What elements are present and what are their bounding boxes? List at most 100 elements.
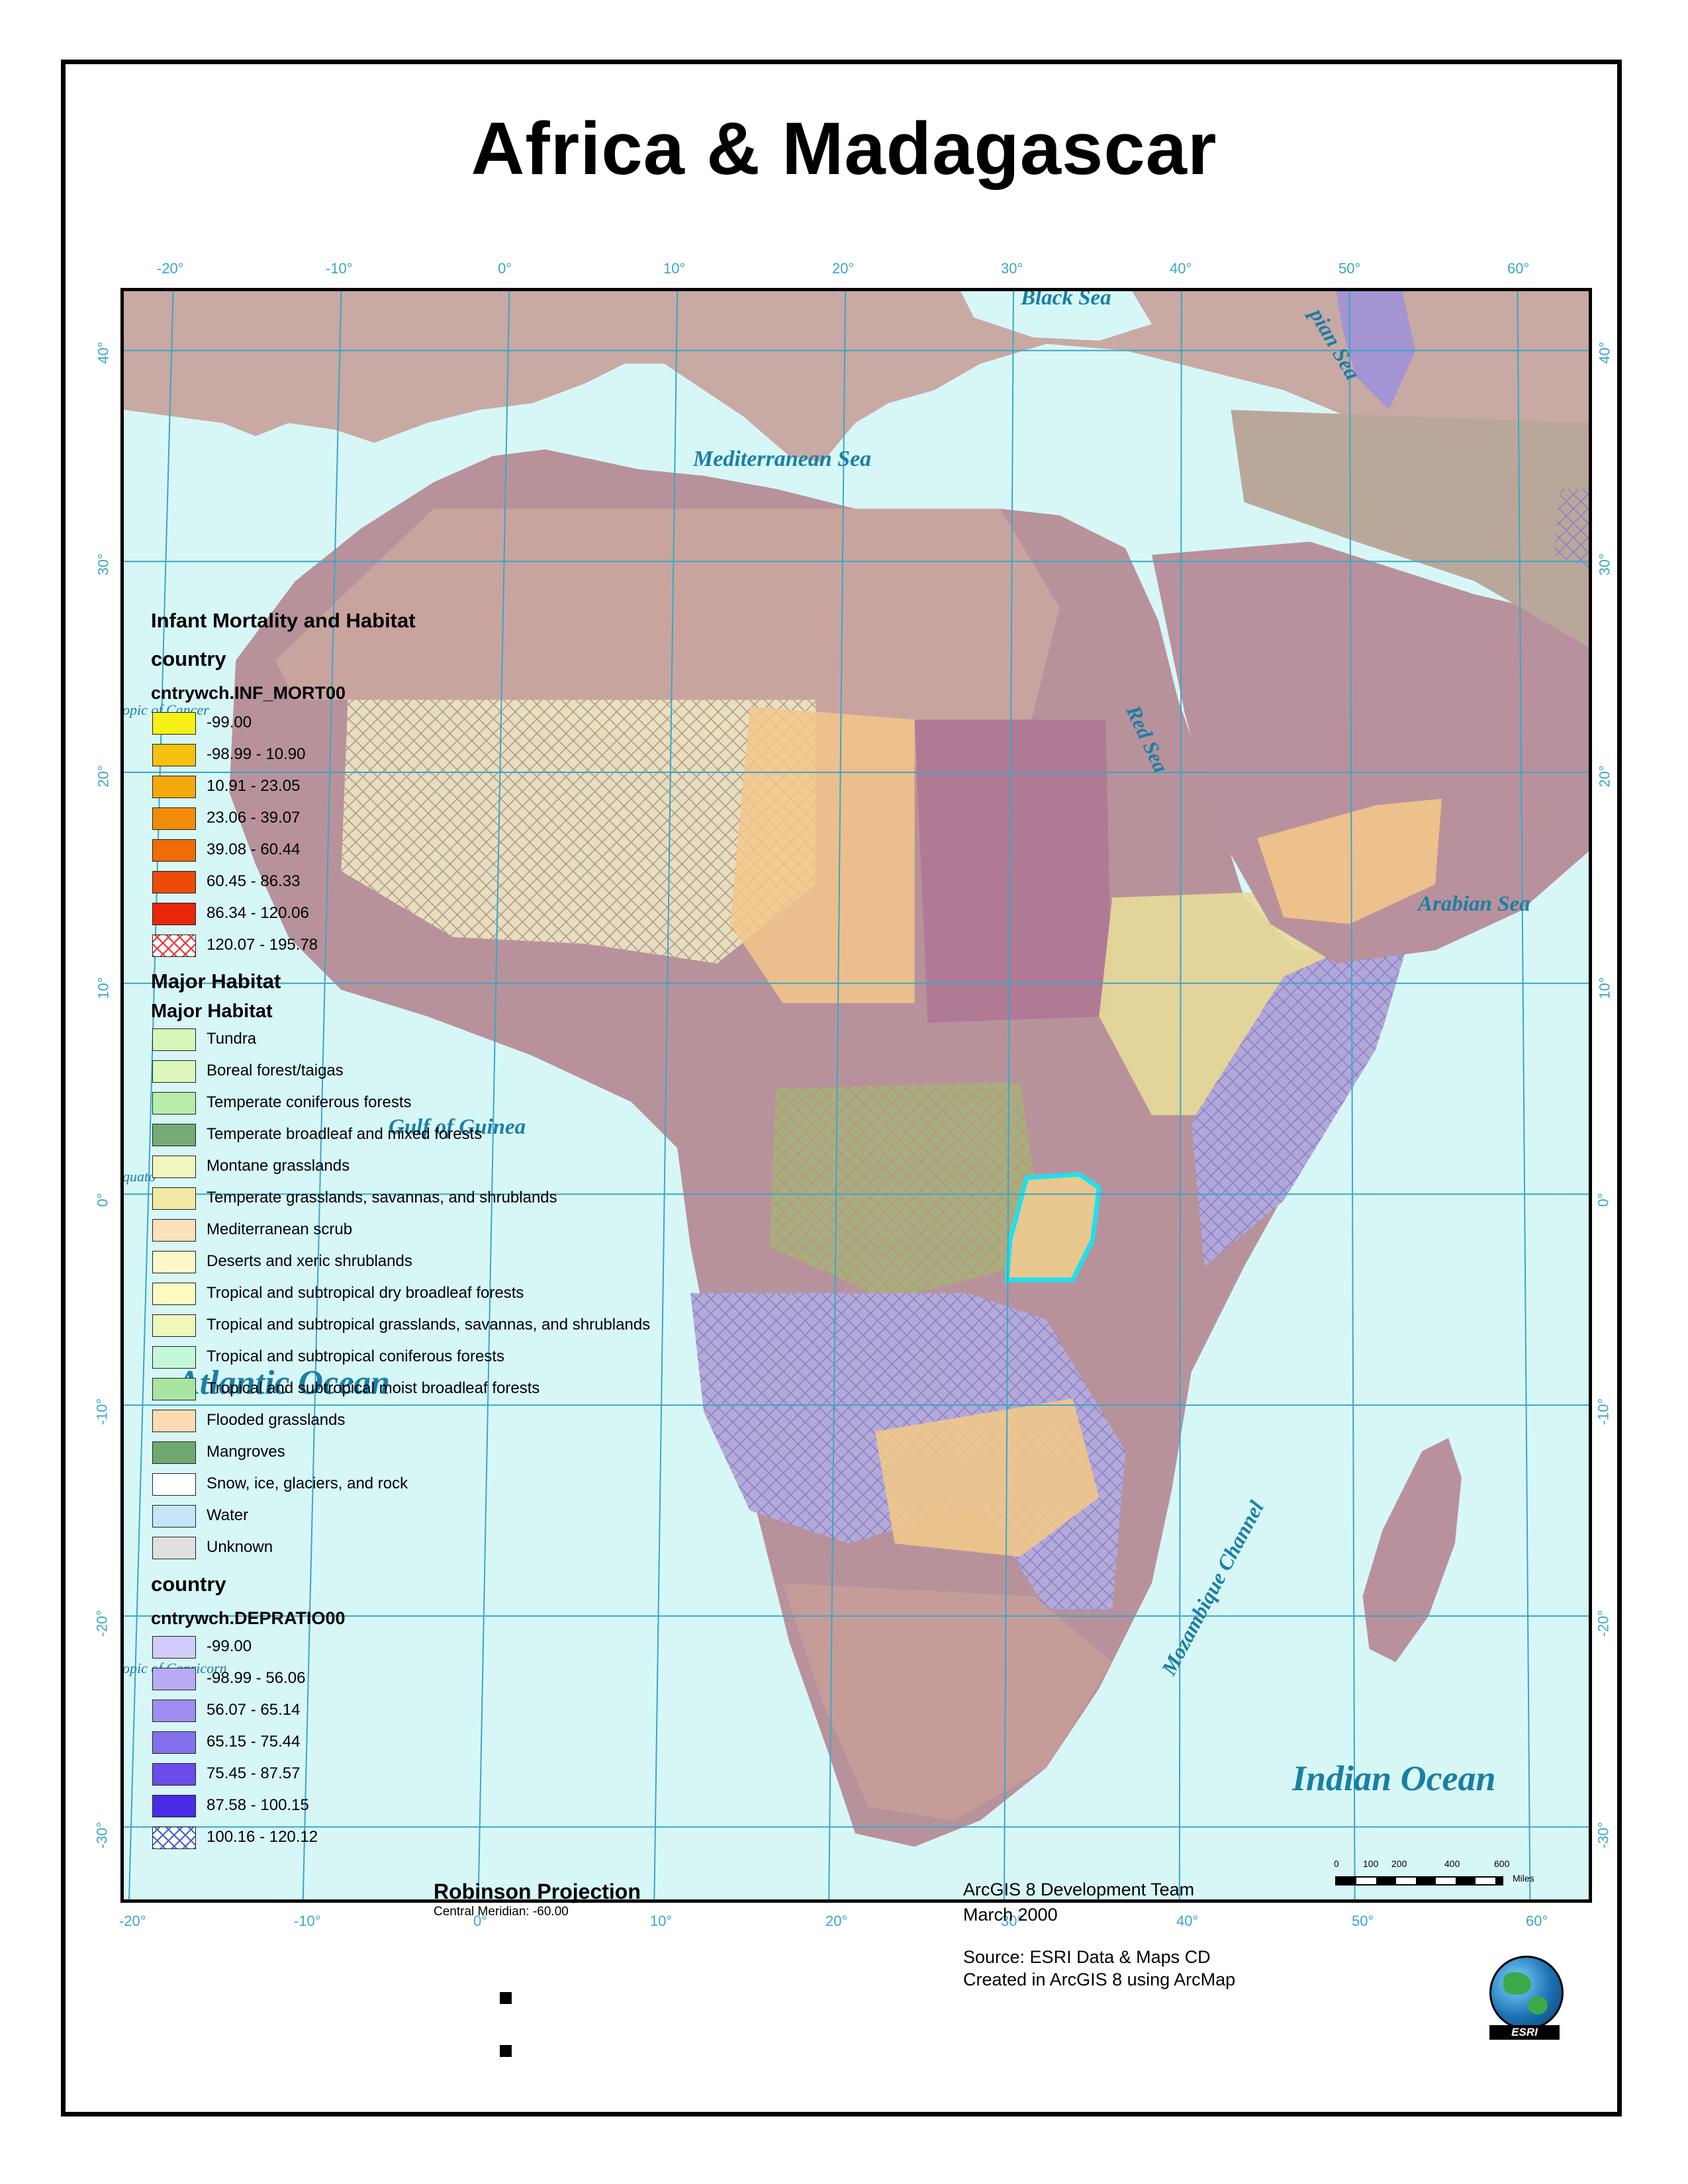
legend-swatch: [152, 934, 196, 957]
lon-bottom-label: 40°: [1176, 1913, 1199, 1929]
lon-top-label: 40°: [1170, 260, 1192, 277]
gulf-of-guinea-label: Gulf of Guinea: [389, 1115, 526, 1139]
legend-swatch: [152, 1187, 196, 1210]
legend-label: 23.06 - 39.07: [207, 809, 301, 827]
lon-bottom-label: 30°: [1001, 1913, 1023, 1929]
legend-swatch: [152, 1537, 196, 1559]
zambia-region: [874, 1398, 1100, 1557]
page-frame: [61, 60, 1622, 2116]
legend-swatch: [152, 1378, 196, 1400]
legend-label: Tropical and subtropical coniferous fore…: [207, 1347, 504, 1365]
lat-right-label: 40°: [1596, 341, 1613, 364]
legend-swatch: [152, 871, 196, 893]
lon-bottom-label: 0°: [473, 1913, 488, 1929]
legend-label: Temperate grasslands, savannas, and shru…: [207, 1189, 557, 1206]
lon-top-label: 20°: [832, 260, 855, 277]
graticule: [124, 291, 1589, 1899]
legend-swatch: [152, 1124, 196, 1146]
legend-label: 60.45 - 86.33: [207, 872, 301, 890]
legend-label: Boreal forest/taigas: [207, 1062, 344, 1079]
legend-field-inf-mort: cntrywch.INF_MORT00: [151, 683, 346, 703]
indian-ocean-label: Indian Ocean: [1292, 1758, 1496, 1798]
legend-label: Temperate broadleaf and mixed forests: [207, 1125, 483, 1143]
equator-label: quato: [122, 1168, 156, 1185]
black-sea: [961, 291, 1152, 341]
central-meridian-label: Central Meridian: -60.00: [434, 1905, 569, 1919]
atlantic-ocean-label: Atlantic Ocean: [177, 1364, 391, 1402]
legend-swatch: [152, 1700, 196, 1722]
legend-swatch: [152, 1219, 196, 1242]
legend-swatch: [152, 712, 196, 735]
source-label: Source: ESRI Data & Maps CD: [963, 1947, 1211, 1967]
esri-logo-text: ESRI: [1489, 2025, 1560, 2040]
created-label: Created in ArcGIS 8 using ArcMap: [963, 1970, 1236, 1989]
legend-swatch: [152, 1763, 196, 1786]
madagascar: [1362, 1437, 1462, 1662]
legend-swatch: [152, 1827, 196, 1849]
legend-label: Mediterranean scrub: [207, 1220, 353, 1238]
lat-left-label: -30°: [93, 1821, 111, 1849]
lon-top-label: 50°: [1338, 260, 1361, 277]
legend-swatch: [152, 1410, 196, 1432]
legend-label: -98.99 - 56.06: [207, 1669, 306, 1687]
lat-right-label: -30°: [1595, 1821, 1612, 1849]
legend-field-habitat: Major Habitat: [151, 1001, 273, 1022]
lon-bottom-label: -20°: [119, 1913, 146, 1929]
scale-tick-100: 100: [1363, 1858, 1379, 1869]
lon-bottom-label: 50°: [1352, 1913, 1374, 1929]
legend-label: Unknown: [207, 1538, 273, 1556]
legend-label: Snow, ice, glaciers, and rock: [207, 1475, 408, 1492]
south-africa: [782, 1582, 1113, 1821]
scale-tick-200: 200: [1391, 1858, 1407, 1869]
lon-top-label: 60°: [1507, 260, 1530, 277]
legend-group-country-2: country: [151, 1572, 226, 1596]
legend-swatch: [152, 1314, 196, 1337]
legend-swatch: [152, 744, 196, 766]
legend-swatch: [152, 1636, 196, 1659]
lon-bottom-label: 60°: [1526, 1913, 1548, 1929]
legend-swatch: [152, 1473, 196, 1496]
bullet-marker: [500, 2045, 512, 2057]
scale-tick-600: 600: [1494, 1858, 1510, 1869]
lat-left-label: 0°: [94, 1193, 111, 1207]
legend-group-habitat: Major Habitat: [151, 970, 281, 993]
legend-label: Mangroves: [207, 1443, 285, 1461]
map-panel[interactable]: Black Sea pian Sea Mediterranean Sea Red…: [120, 288, 1592, 1903]
legend-swatch: [152, 1251, 196, 1273]
map-canvas[interactable]: [124, 291, 1589, 1899]
lat-left-label: -20°: [93, 1610, 111, 1637]
congo-hatch: [769, 1082, 1047, 1300]
legend-swatch: [152, 1795, 196, 1817]
legend-swatch: [152, 1092, 196, 1115]
bullet-marker: [500, 1992, 512, 2004]
lat-right-label: -10°: [1595, 1398, 1612, 1426]
legend-label: Water: [207, 1506, 249, 1524]
lon-bottom-label: -10°: [294, 1913, 321, 1929]
legend-label: Montane grasslands: [207, 1157, 350, 1175]
legend-label: Tropical and subtropical dry broadleaf f…: [207, 1284, 524, 1302]
legend-field-dep-ratio: cntrywch.DEPRATIO00: [151, 1608, 346, 1628]
lat-right-label: 20°: [1596, 765, 1613, 788]
legend-swatch: [152, 807, 196, 830]
arabian-sea-label: Arabian Sea: [1418, 892, 1530, 916]
black-sea-label: Black Sea: [1021, 288, 1111, 310]
legend-label: Flooded grasslands: [207, 1411, 346, 1429]
legend-label: 65.15 - 75.44: [207, 1733, 301, 1751]
legend-swatch: [152, 1505, 196, 1527]
legend-swatch: [152, 1346, 196, 1369]
legend-swatch: [152, 776, 196, 798]
legend-label: Tropical and subtropical moist broadleaf…: [207, 1379, 540, 1397]
legend-label: 87.58 - 100.15: [207, 1796, 309, 1814]
lon-top-label: 10°: [663, 260, 686, 277]
yemen-region: [1257, 798, 1442, 925]
horn-hatch-lines: [1191, 917, 1416, 1267]
lon-bottom-label: 20°: [825, 1913, 848, 1929]
lon-bottom-label: 10°: [650, 1913, 673, 1929]
legend-label: -99.00: [207, 1637, 252, 1655]
lon-top-label: -10°: [326, 260, 353, 277]
legend-label: -99.00: [207, 713, 252, 731]
legend-group-country: country: [151, 647, 226, 670]
legend-swatch: [152, 1060, 196, 1083]
legend-swatch: [152, 839, 196, 862]
chad-region: [729, 706, 915, 1003]
